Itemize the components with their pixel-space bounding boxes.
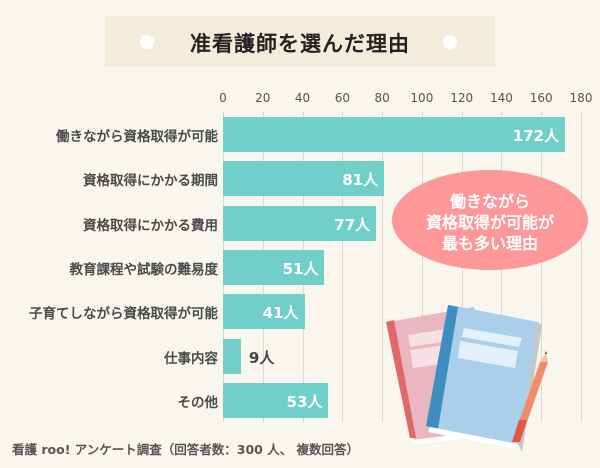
bar-value-label: 41人 (262, 304, 299, 323)
chart-title: 准看護師を選んだ理由 (190, 32, 410, 56)
category-label: その他 (177, 394, 219, 411)
category-label: 子育てしながら資格取得が可能 (29, 306, 218, 323)
gridline (581, 112, 582, 422)
x-tick-label: 140 (489, 91, 513, 105)
category-label: 資格取得にかかる費用 (83, 217, 218, 234)
bar-value-label: 81人 (342, 171, 379, 190)
category-label: 教育課程や試験の難易度 (69, 261, 219, 278)
callout-line: 最も多い理由 (441, 234, 538, 253)
bar-value-label: 77人 (334, 215, 371, 234)
title-dot-left (140, 35, 154, 49)
category-label: 働きながら資格取得が可能 (56, 129, 218, 145)
pencil-icon (512, 351, 548, 442)
bar (223, 338, 241, 374)
category-label: 仕事内容 (164, 350, 218, 367)
bar-value-label: 51人 (282, 259, 319, 278)
x-tick-label: 40 (294, 91, 311, 105)
x-tick-label: 180 (569, 91, 593, 105)
bar-value-label: 172人 (512, 127, 560, 145)
x-tick-label: 60 (334, 91, 350, 105)
x-tick-label: 0 (219, 91, 227, 105)
bar (223, 249, 325, 285)
callout-line: 資格取得が可能が (425, 213, 554, 232)
x-tick-label: 160 (529, 91, 553, 105)
bar-value-label: 9人 (248, 348, 275, 367)
title-banner: 准看護師を選んだ理由 (105, 16, 495, 67)
bar (223, 117, 566, 152)
callout-line: 働きながら (449, 192, 530, 211)
bar (223, 205, 377, 241)
title-dot-right (443, 35, 457, 49)
gridline (541, 112, 543, 422)
gridline (421, 112, 423, 422)
bar-value-label: 53人 (286, 392, 323, 411)
gridline (342, 112, 344, 422)
callout-bubble: 働きながら 資格取得が可能が 最も多い理由 (392, 170, 588, 270)
gridline (382, 112, 384, 422)
x-tick-label: 100 (410, 91, 434, 105)
bar (223, 382, 329, 418)
source-note: 看護 roo! アンケート調査（回答者数：300 人、 複数回答） (12, 442, 360, 457)
x-tick-label: 80 (374, 91, 390, 105)
x-tick-label: 20 (255, 91, 271, 105)
notebooks-pencil-illustration (386, 305, 548, 452)
bar (223, 294, 305, 330)
x-tick-label: 120 (450, 91, 474, 105)
blue-notebook-icon (426, 305, 542, 452)
bar (223, 161, 385, 197)
category-label: 資格取得にかかる期間 (83, 173, 218, 190)
